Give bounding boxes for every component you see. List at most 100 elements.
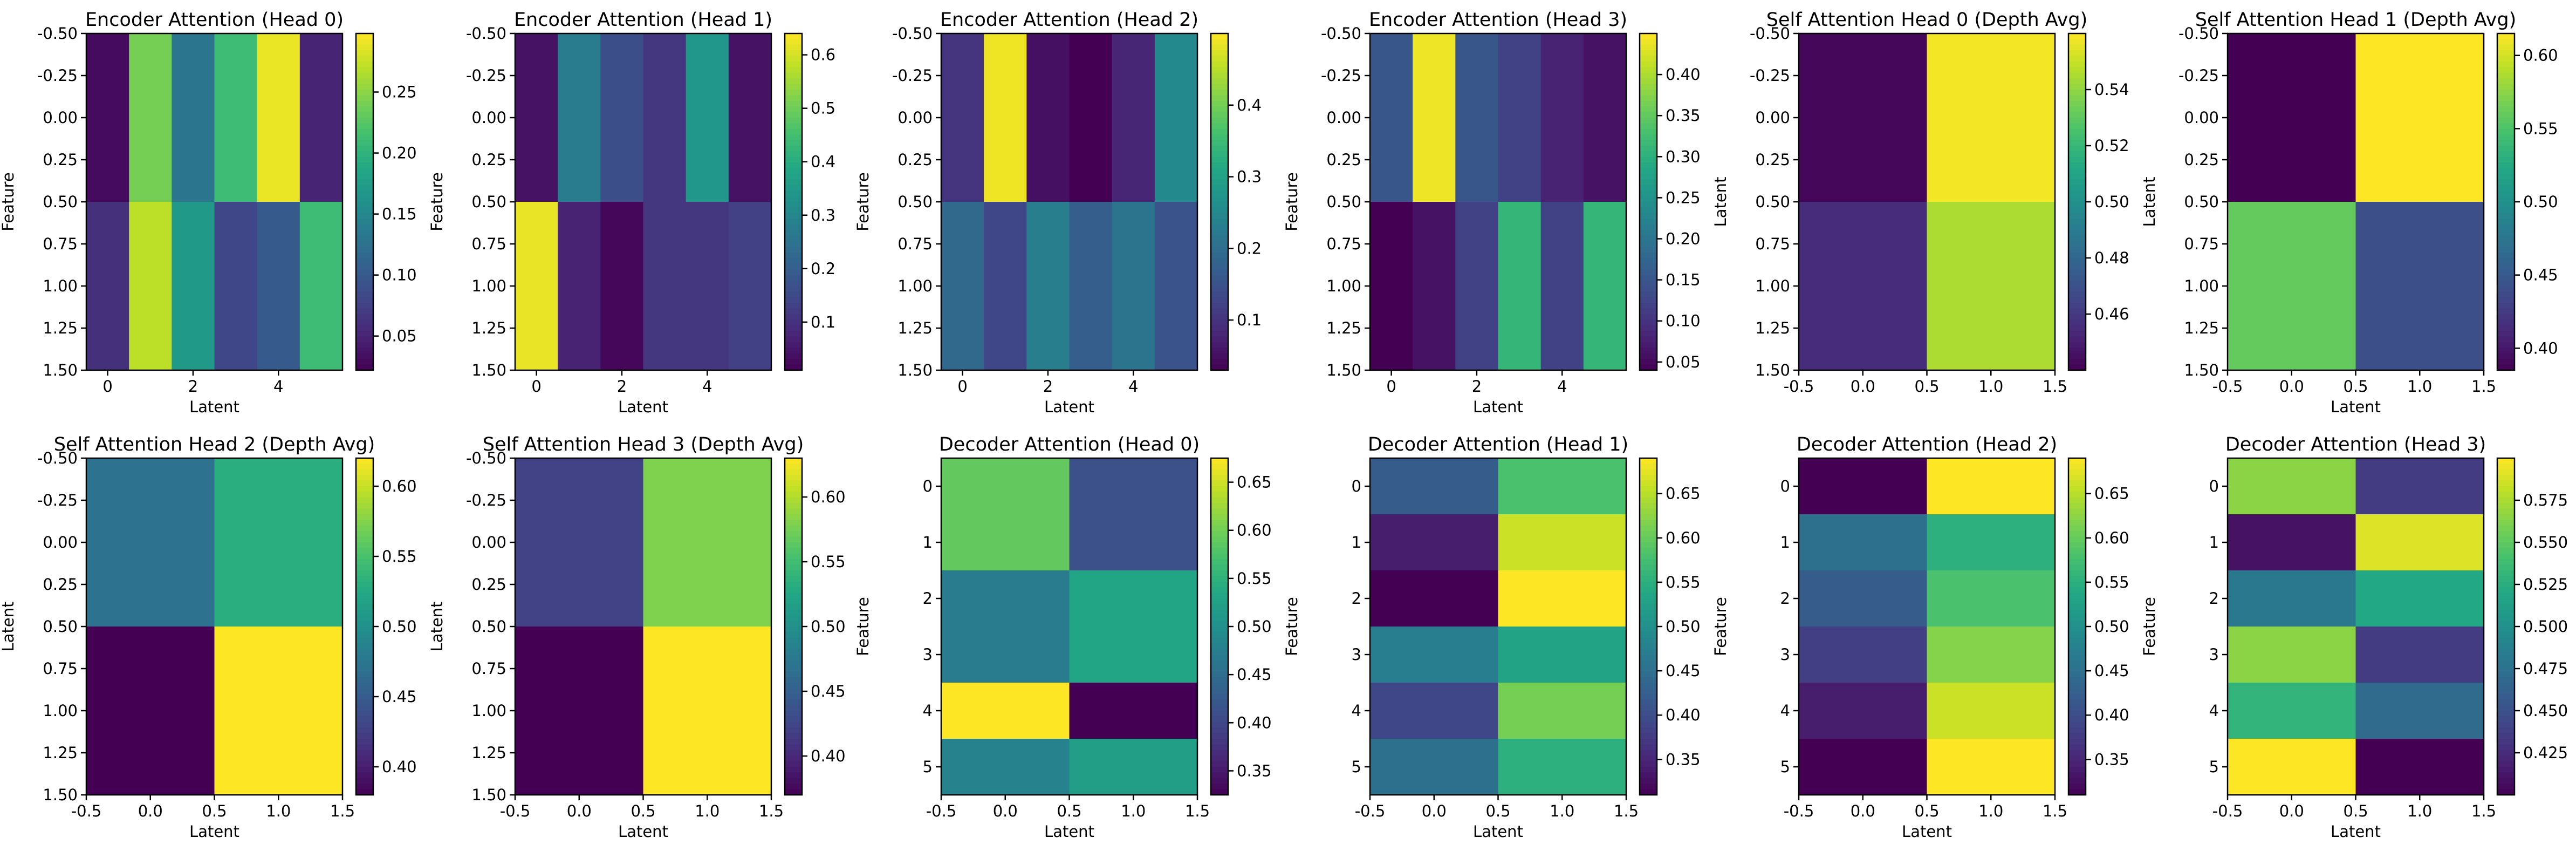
heatmap-cell <box>2228 33 2356 202</box>
colorbar-frame <box>1210 32 1229 371</box>
colorbar-segment <box>2068 716 2086 723</box>
colorbar-segment <box>1640 325 1657 331</box>
colorbar-segment <box>2068 336 2086 343</box>
chart-title: Self Attention Head 0 (Depth Avg) <box>1766 9 2087 31</box>
heatmap-cell <box>1370 739 1499 795</box>
colorbar-segment <box>1640 128 1657 135</box>
colorbar-segment <box>2068 458 2086 465</box>
colorbar-segment <box>785 514 802 521</box>
colorbar-segment <box>785 128 802 135</box>
x-axis-label: Latent <box>1044 822 1094 841</box>
x-tick-label: 1.5 <box>330 802 355 820</box>
colorbar-segment <box>2068 95 2086 101</box>
x-tick-label: 0.0 <box>567 802 592 820</box>
colorbar-segment <box>785 750 802 756</box>
y-tick-label: -0.25 <box>892 66 933 85</box>
colorbar-segment <box>1640 576 1657 582</box>
colorbar-segment <box>785 711 802 717</box>
y-tick-label: 0.50 <box>1326 193 1361 211</box>
colorbar-segment <box>1211 348 1228 354</box>
x-tick-label: 0.0 <box>2279 802 2304 820</box>
colorbar-segment <box>1211 755 1228 762</box>
colorbar-segment <box>2497 247 2515 253</box>
colorbar-segment <box>356 699 373 706</box>
colorbar-segment <box>2497 469 2515 475</box>
colorbar-segment <box>356 128 373 135</box>
colorbar-segment <box>356 761 373 767</box>
heatmap-cell <box>2355 33 2484 202</box>
colorbar-segment <box>1640 146 1657 152</box>
y-tick-label: 0.75 <box>471 235 506 253</box>
colorbar-segment <box>785 219 802 225</box>
colorbar-segment <box>356 331 373 337</box>
y-tick-label: 4 <box>1352 702 1361 720</box>
colorbar-tick-label: 0.54 <box>2094 80 2129 99</box>
colorbar-segment <box>1640 123 1657 130</box>
colorbar-segment <box>785 213 802 219</box>
colorbar-segment <box>2497 643 2515 650</box>
colorbar-segment <box>785 480 802 487</box>
colorbar-segment <box>2068 252 2086 258</box>
colorbar-segment <box>2497 67 2515 73</box>
colorbar-segment <box>2497 84 2515 90</box>
colorbar-segment <box>785 772 802 779</box>
colorbar-segment <box>1640 542 1657 549</box>
colorbar-tick-label: 0.575 <box>2523 491 2568 509</box>
heatmap-cell <box>1069 739 1198 795</box>
y-axis-label: Feature <box>854 172 872 232</box>
colorbar-segment <box>1211 627 1228 633</box>
colorbar-segment <box>785 353 802 359</box>
colorbar-segment <box>356 627 373 633</box>
x-tick-label: 2 <box>1043 377 1053 396</box>
heatmap-cell <box>172 33 215 202</box>
x-tick-label: 1.0 <box>1550 802 1574 820</box>
heatmap-cell <box>600 202 644 371</box>
colorbar-segment <box>785 280 802 287</box>
y-axis-label: Feature <box>1711 597 1730 656</box>
colorbar-segment <box>1211 621 1228 627</box>
y-tick-label: 1.00 <box>471 277 506 295</box>
colorbar-segment <box>2497 112 2515 118</box>
heatmap-cell <box>2355 202 2484 371</box>
colorbar-segment <box>1640 280 1657 287</box>
y-tick-label: 1.00 <box>43 277 78 295</box>
colorbar-segment <box>1640 291 1657 298</box>
colorbar-segment <box>1211 196 1228 202</box>
colorbar-segment <box>2068 536 2086 543</box>
colorbar-segment <box>356 62 373 68</box>
heatmap-cell <box>1927 202 2056 371</box>
x-tick-label: -0.5 <box>71 802 102 820</box>
heatmap-cell <box>1498 202 1542 371</box>
colorbar-tick-label: 0.52 <box>2094 137 2129 155</box>
colorbar-segment <box>1640 190 1657 197</box>
colorbar-segment <box>1640 263 1657 270</box>
colorbar-segment <box>785 303 802 309</box>
colorbar-segment <box>1640 671 1657 678</box>
colorbar-segment <box>356 559 373 566</box>
colorbar-segment <box>356 475 373 481</box>
y-tick-label: 0.25 <box>898 151 933 169</box>
colorbar-segment <box>2497 241 2515 247</box>
colorbar-segment <box>2068 655 2086 661</box>
colorbar-segment <box>785 241 802 247</box>
colorbar-segment <box>1211 480 1228 487</box>
colorbar-tick-label: 0.55 <box>1237 569 1272 588</box>
colorbar-segment <box>785 95 802 101</box>
colorbar-segment <box>356 609 373 616</box>
colorbar-segment <box>2068 353 2086 359</box>
colorbar-segment <box>1640 727 1657 734</box>
colorbar-segment <box>785 721 802 728</box>
colorbar-segment <box>1211 185 1228 191</box>
y-tick-label: 5 <box>1352 758 1361 776</box>
colorbar-segment <box>356 587 373 594</box>
colorbar-segment <box>356 123 373 130</box>
heatmap-cell <box>728 202 772 371</box>
y-tick-label: 1.25 <box>471 319 506 337</box>
y-tick-label: -0.25 <box>37 66 78 85</box>
colorbar-segment <box>1640 235 1657 242</box>
colorbar-segment <box>2068 291 2086 298</box>
colorbar-segment <box>1640 660 1657 666</box>
colorbar-segment <box>2068 593 2086 599</box>
colorbar-segment <box>1211 235 1228 242</box>
